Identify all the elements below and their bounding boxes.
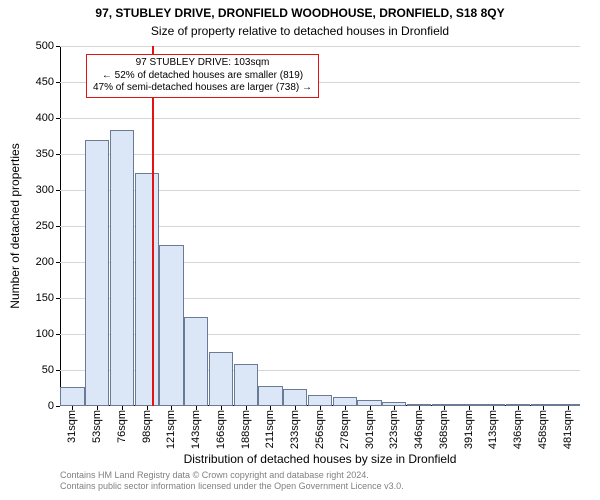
y-tick-mark bbox=[56, 154, 60, 155]
y-tick-mark bbox=[56, 190, 60, 191]
footer-attribution: Contains HM Land Registry data © Crown c… bbox=[60, 470, 580, 492]
histogram-bar bbox=[135, 173, 159, 406]
x-tick-mark bbox=[270, 406, 271, 410]
y-tick-label: 100 bbox=[36, 328, 54, 340]
x-tick-mark bbox=[171, 406, 172, 410]
x-tick-label: 323sqm bbox=[388, 410, 400, 449]
x-tick-mark bbox=[246, 406, 247, 410]
x-tick-label: 481sqm bbox=[562, 410, 574, 449]
chart-subtitle: Size of property relative to detached ho… bbox=[0, 24, 600, 38]
y-tick-label: 150 bbox=[36, 292, 54, 304]
y-tick-label: 50 bbox=[42, 364, 54, 376]
x-tick-mark bbox=[370, 406, 371, 410]
x-tick-label: 368sqm bbox=[438, 410, 450, 449]
y-axis-title: Number of detached properties bbox=[8, 46, 22, 406]
reference-line bbox=[152, 46, 154, 406]
x-tick-mark bbox=[419, 406, 420, 410]
y-tick-label: 450 bbox=[36, 76, 54, 88]
x-tick-label: 121sqm bbox=[165, 410, 177, 449]
histogram-bar bbox=[110, 130, 134, 406]
x-tick-label: 188sqm bbox=[240, 410, 252, 449]
y-tick-mark bbox=[56, 226, 60, 227]
histogram-bar bbox=[234, 364, 258, 406]
x-tick-label: 143sqm bbox=[190, 410, 202, 449]
y-tick-label: 400 bbox=[36, 112, 54, 124]
annotation-box: 97 STUBLEY DRIVE: 103sqm← 52% of detache… bbox=[86, 54, 319, 98]
chart-container: { "chart": { "type": "histogram", "title… bbox=[0, 0, 600, 500]
y-tick-mark bbox=[56, 82, 60, 83]
x-tick-mark bbox=[196, 406, 197, 410]
y-tick-mark bbox=[56, 118, 60, 119]
x-tick-label: 458sqm bbox=[537, 410, 549, 449]
footer-line-1: Contains HM Land Registry data © Crown c… bbox=[60, 470, 580, 481]
x-tick-label: 53sqm bbox=[91, 410, 103, 443]
histogram-bar bbox=[209, 352, 233, 406]
x-tick-mark bbox=[295, 406, 296, 410]
x-tick-mark bbox=[122, 406, 123, 410]
x-tick-label: 413sqm bbox=[487, 410, 499, 449]
x-tick-mark bbox=[518, 406, 519, 410]
histogram-bar bbox=[283, 389, 307, 406]
y-tick-label: 500 bbox=[36, 40, 54, 52]
y-tick-mark bbox=[56, 46, 60, 47]
x-tick-mark bbox=[394, 406, 395, 410]
x-tick-mark bbox=[72, 406, 73, 410]
plot-area bbox=[60, 46, 580, 406]
annotation-line: ← 52% of detached houses are smaller (81… bbox=[93, 70, 312, 83]
y-tick-mark bbox=[56, 298, 60, 299]
y-tick-mark bbox=[56, 406, 60, 407]
y-tick-label: 250 bbox=[36, 220, 54, 232]
histogram-bar bbox=[60, 387, 84, 406]
x-tick-label: 301sqm bbox=[364, 410, 376, 449]
chart-title: 97, STUBLEY DRIVE, DRONFIELD WOODHOUSE, … bbox=[0, 6, 600, 20]
x-tick-label: 31sqm bbox=[66, 410, 78, 443]
y-tick-label: 0 bbox=[48, 400, 54, 412]
x-tick-label: 436sqm bbox=[512, 410, 524, 449]
y-tick-label: 350 bbox=[36, 148, 54, 160]
grid-line bbox=[60, 46, 580, 47]
x-tick-mark bbox=[444, 406, 445, 410]
x-tick-mark bbox=[568, 406, 569, 410]
x-tick-label: 391sqm bbox=[463, 410, 475, 449]
annotation-line: 97 STUBLEY DRIVE: 103sqm bbox=[93, 57, 312, 70]
annotation-line: 47% of semi-detached houses are larger (… bbox=[93, 82, 312, 95]
x-tick-mark bbox=[543, 406, 544, 410]
grid-line bbox=[60, 118, 580, 119]
histogram-bar bbox=[258, 386, 282, 406]
y-tick-mark bbox=[56, 370, 60, 371]
histogram-bar bbox=[159, 245, 183, 406]
y-tick-mark bbox=[56, 334, 60, 335]
y-tick-label: 200 bbox=[36, 256, 54, 268]
x-tick-label: 233sqm bbox=[289, 410, 301, 449]
x-tick-label: 166sqm bbox=[215, 410, 227, 449]
footer-line-2: Contains public sector information licen… bbox=[60, 481, 580, 492]
histogram-bar bbox=[184, 317, 208, 406]
histogram-bar bbox=[333, 397, 357, 406]
y-tick-label: 300 bbox=[36, 184, 54, 196]
x-tick-mark bbox=[97, 406, 98, 410]
grid-line bbox=[60, 154, 580, 155]
x-tick-mark bbox=[345, 406, 346, 410]
x-tick-label: 76sqm bbox=[116, 410, 128, 443]
x-tick-mark bbox=[147, 406, 148, 410]
x-tick-mark bbox=[320, 406, 321, 410]
histogram-bar bbox=[85, 140, 109, 406]
y-tick-mark bbox=[56, 262, 60, 263]
x-tick-mark bbox=[221, 406, 222, 410]
x-tick-mark bbox=[493, 406, 494, 410]
x-tick-label: 346sqm bbox=[413, 410, 425, 449]
x-tick-label: 98sqm bbox=[141, 410, 153, 443]
x-tick-label: 256sqm bbox=[314, 410, 326, 449]
x-tick-label: 211sqm bbox=[264, 410, 276, 448]
x-tick-label: 278sqm bbox=[339, 410, 351, 449]
x-tick-mark bbox=[469, 406, 470, 410]
x-axis-title: Distribution of detached houses by size … bbox=[60, 452, 580, 466]
histogram-bar bbox=[308, 395, 332, 406]
